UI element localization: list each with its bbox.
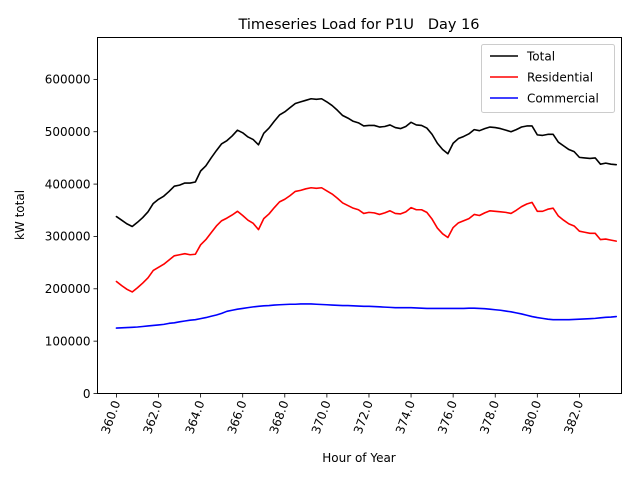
series-line-total — [115, 97, 618, 228]
y-tick-label: 500000 — [45, 125, 91, 139]
x-axis-label: Hour of Year — [322, 451, 396, 465]
y-tick-label: 0 — [83, 387, 91, 401]
legend-label-total: Total — [526, 50, 555, 64]
legend-label-commercial: Commercial — [527, 92, 599, 106]
y-axis: 0 100000 200000 300000 400000 500000 600000 — [45, 73, 98, 401]
series-layer — [115, 97, 618, 329]
y-tick-label: 200000 — [45, 282, 91, 296]
y-tick-label: 400000 — [45, 177, 91, 191]
legend-label-residential: Residential — [527, 71, 593, 85]
plot-frame — [97, 37, 622, 394]
y-tick-label: 600000 — [45, 73, 91, 87]
y-tick-label: 300000 — [45, 230, 91, 244]
legend: Total Residential Commercial — [481, 44, 615, 113]
series-line-commercial — [115, 303, 618, 329]
series-line-residential — [115, 186, 618, 293]
chart-title: Timeseries Load for P1U Day 16 — [237, 17, 479, 33]
y-tick-label: 100000 — [45, 334, 91, 348]
legend-box — [481, 44, 615, 113]
y-axis-label: kW total — [13, 190, 27, 240]
